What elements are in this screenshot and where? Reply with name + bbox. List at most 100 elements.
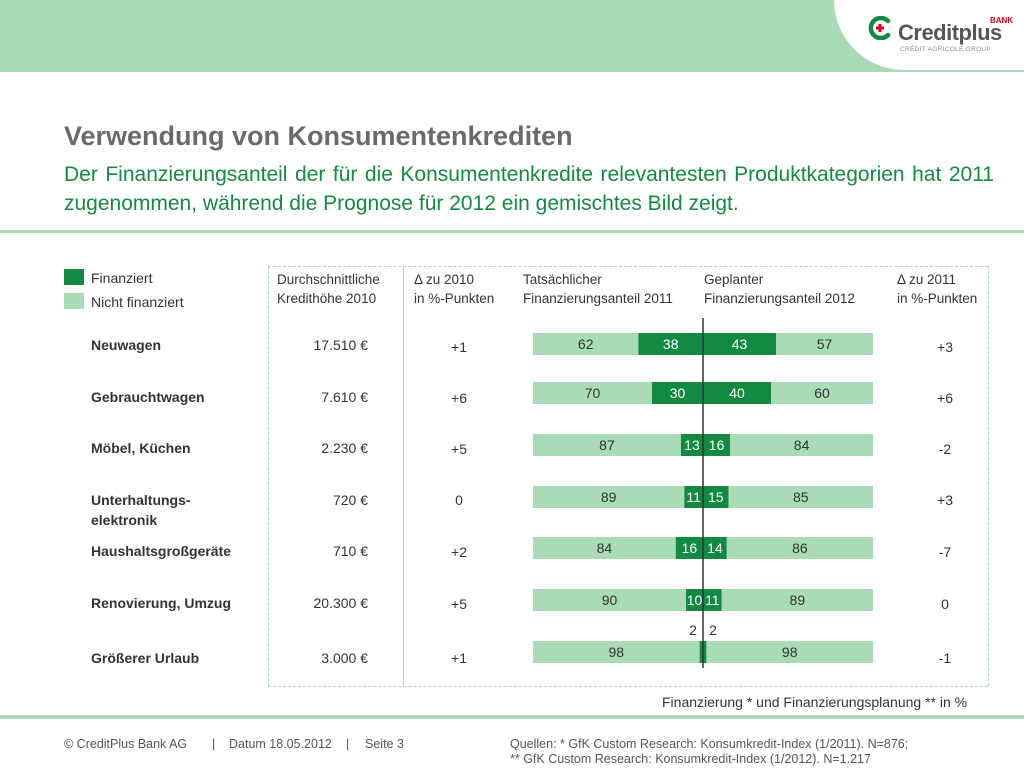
table-divider — [403, 266, 404, 686]
label-not-financed-2012: 98 — [782, 644, 798, 660]
footer-sources: Quellen: * GfK Custom Research: Konsumkr… — [510, 737, 908, 767]
label-not-financed-2012: 89 — [790, 592, 806, 608]
row-label-urlaub: Größerer Urlaub — [91, 650, 200, 666]
bar-financed-2012 — [703, 641, 707, 663]
table-top-border — [268, 266, 988, 267]
legend-not-financed-label: Nicht finanziert — [91, 294, 184, 310]
bar-financed-2012 — [703, 589, 722, 611]
bar-financed-2012 — [703, 434, 731, 456]
label-not-financed-2011: 62 — [578, 336, 594, 352]
label-not-financed-2012: 84 — [794, 437, 810, 453]
delta2011-haushalt: -7 — [938, 544, 952, 560]
bar-financed-2011 — [686, 589, 703, 611]
delta2011-unterhaltung: +3 — [937, 492, 953, 508]
logo-bank: BANK — [990, 16, 1014, 25]
logo-group: CRÉDIT AGRICOLE GROUP — [900, 46, 992, 53]
bar-financed-2011 — [680, 434, 703, 456]
legend-financed-swatch — [64, 269, 84, 285]
label-financed-2011: 11 — [686, 489, 701, 505]
header-planned-2012-line1: Geplanter — [704, 272, 764, 287]
footer-separator-2: | — [346, 737, 350, 751]
bar-financed-2011 — [652, 382, 703, 404]
table-right-border — [988, 266, 989, 686]
bar-financed-2011 — [684, 486, 703, 508]
label-not-financed-2012: 60 — [814, 385, 830, 401]
bar-financed-2011 — [638, 333, 703, 355]
header-actual-2011-line1: Tatsächlicher — [523, 272, 602, 287]
footer-company: © CreditPlus Bank AG — [64, 737, 188, 751]
bar-financed-2012 — [703, 486, 729, 508]
delta2010-urlaub: +1 — [451, 650, 467, 666]
page-subtitle: Der Finanzierungsanteil der für die Kons… — [64, 163, 994, 215]
top-divider — [0, 230, 1024, 233]
label-financed-2011: 13 — [684, 437, 700, 453]
logo-name: Creditplus — [898, 20, 1002, 45]
legend-not-financed-swatch — [64, 293, 84, 309]
row-label-neuwagen: Neuwagen — [91, 337, 162, 353]
header-planned-2012: Geplanter Finanzierungsanteil 2012 — [704, 270, 855, 308]
bar-not-financed-2011 — [533, 641, 700, 663]
label-financed-2011: 16 — [682, 540, 698, 556]
bar-not-financed-2011 — [533, 382, 652, 404]
creditplus-logo-icon — [868, 16, 891, 40]
footer-separator-1: | — [212, 737, 216, 751]
amount-urlaub: 3.000 € — [321, 650, 368, 666]
table-left-border — [268, 266, 269, 686]
delta2011-renovierung: 0 — [941, 596, 949, 612]
label-financed-2012: 14 — [707, 540, 723, 556]
header-delta-2011: Δ zu 2011 in %-Punkten — [897, 270, 977, 308]
logo-background — [834, 0, 1024, 70]
amount-neuwagen: 17.510 € — [313, 337, 369, 353]
bar-not-financed-2011 — [533, 486, 685, 508]
label-financed-2012: 11 — [705, 592, 720, 608]
label-financed-2011: 30 — [670, 385, 686, 401]
footer-page: Seite 3 — [365, 737, 404, 751]
delta2011-neuwagen: +3 — [937, 339, 953, 355]
label-financed-2011: 38 — [663, 336, 679, 352]
bar-financed-2012 — [703, 382, 771, 404]
label-not-financed-2011: 70 — [585, 385, 601, 401]
label-not-financed-2011: 89 — [601, 489, 617, 505]
bar-not-financed-2012 — [726, 537, 873, 559]
bar-not-financed-2011 — [533, 537, 676, 559]
amount-gebrauchtwagen: 7.610 € — [321, 389, 368, 405]
amount-unterhaltung: 720 € — [332, 492, 368, 508]
bar-not-financed-2012 — [730, 434, 873, 456]
amount-haushalt: 710 € — [332, 543, 368, 559]
amount-renovierung: 20.300 € — [313, 595, 369, 611]
delta2010-moebel: +5 — [451, 441, 467, 457]
bar-not-financed-2012 — [728, 486, 873, 508]
label-not-financed-2012: 85 — [793, 489, 809, 505]
header-delta-2011-line1: Δ zu 2011 — [897, 272, 957, 287]
label-not-financed-2011: 90 — [602, 592, 618, 608]
bottom-divider — [0, 715, 1024, 719]
bar-not-financed-2012 — [721, 589, 873, 611]
bar-financed-2011 — [699, 641, 703, 663]
footer-source-1: Quellen: * GfK Custom Research: Konsumkr… — [510, 737, 909, 751]
bar-not-financed-2012 — [771, 382, 873, 404]
delta2010-renovierung: +5 — [451, 596, 467, 612]
row-label-gebrauchtwagen: Gebrauchtwagen — [91, 389, 205, 405]
delta2010-gebrauchtwagen: +6 — [451, 390, 467, 406]
label-financed-2012: 43 — [732, 336, 748, 352]
row-label-unterhaltung: Unterhaltungs- elektronik — [91, 492, 191, 528]
delta2010-haushalt: +2 — [451, 544, 467, 560]
table-bottom-border — [268, 686, 988, 687]
bar-financed-2012 — [703, 537, 727, 559]
label-financed-2011: 2 — [689, 622, 697, 638]
header-delta-2010-line1: Δ zu 2010 — [414, 272, 475, 287]
header-avg-amount-line2: Kredithöhe 2010 — [277, 291, 377, 306]
page-title: Verwendung von Konsumentenkrediten — [64, 121, 573, 151]
delta2011-gebrauchtwagen: +6 — [937, 390, 953, 406]
amount-moebel: 2.230 € — [321, 440, 368, 456]
delta2010-unterhaltung: 0 — [455, 492, 463, 508]
label-financed-2012: 16 — [709, 437, 725, 453]
header-avg-amount-line1: Durchschnittliche — [277, 272, 380, 287]
label-not-financed-2011: 84 — [597, 540, 613, 556]
delta2010-neuwagen: +1 — [451, 339, 467, 355]
label-financed-2012: 40 — [729, 385, 745, 401]
bar-not-financed-2011 — [533, 434, 681, 456]
header-actual-2011: Tatsächlicher Finanzierungsanteil 2011 — [523, 270, 673, 308]
row-label-renovierung: Renovierung, Umzug — [91, 595, 232, 611]
